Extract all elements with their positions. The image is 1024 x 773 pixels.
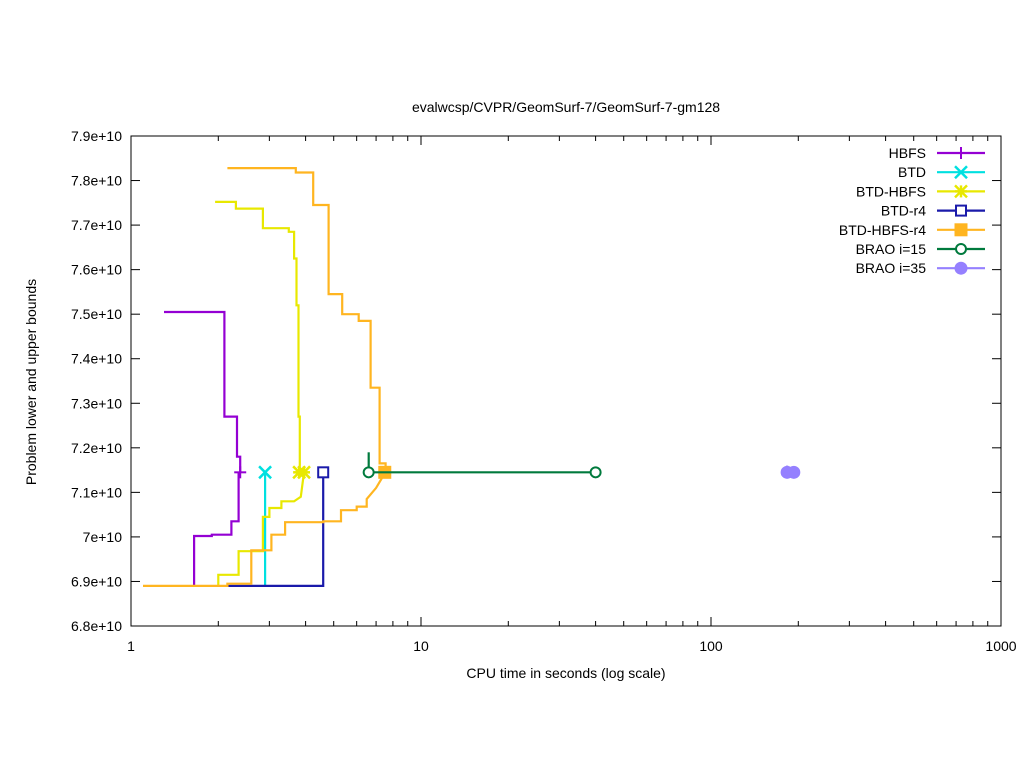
legend-swatch-marker xyxy=(954,184,968,199)
x-tick-label: 1 xyxy=(127,638,135,654)
legend-label: BTD-HBFS-r4 xyxy=(839,222,926,238)
x-axis-label: CPU time in seconds (log scale) xyxy=(466,665,665,681)
series-line-lower xyxy=(227,472,325,588)
series-line-lower xyxy=(217,472,306,586)
y-tick-label: 7.7e+10 xyxy=(71,217,122,233)
y-tick-label: 7.1e+10 xyxy=(71,484,122,500)
data-point-marker xyxy=(234,466,247,479)
plot-area xyxy=(143,167,801,588)
data-point-marker xyxy=(258,465,272,480)
y-tick-label: 7.2e+10 xyxy=(71,440,122,456)
legend: HBFS BTD BTD-HBFS BTD-r4 BTD-HBFS-r4 BRAO i=1… xyxy=(839,145,985,276)
legend-entry: HBFS xyxy=(889,145,985,161)
plot-border xyxy=(130,135,1002,627)
series-btd xyxy=(258,465,272,586)
y-tick-label: 7.8e+10 xyxy=(71,173,122,189)
y-tick-label: 7.3e+10 xyxy=(71,395,122,411)
series-hbfs xyxy=(164,310,247,586)
series-line-upper xyxy=(227,167,387,473)
data-point-marker xyxy=(589,466,602,479)
legend-label: BTD-r4 xyxy=(881,203,926,219)
legend-swatch-marker xyxy=(954,165,968,180)
legend-swatch-marker xyxy=(955,147,967,159)
series-line-lower xyxy=(193,472,240,586)
legend-entry: BTD-HBFS-r4 xyxy=(839,222,985,238)
data-point-marker xyxy=(362,466,375,479)
y-tick-label: 7.9e+10 xyxy=(71,128,122,144)
legend-swatch-marker xyxy=(955,204,967,217)
legend-label: BTD-HBFS xyxy=(856,183,926,199)
x-tick-label: 1000 xyxy=(985,638,1016,654)
series-btd-hbfs-r4 xyxy=(143,167,392,588)
x-tick-label: 10 xyxy=(413,638,429,654)
series-brao-i-35 xyxy=(780,465,801,479)
series-line-upper xyxy=(164,310,242,473)
y-tick-label: 6.8e+10 xyxy=(71,618,122,634)
y-tick-label: 7.6e+10 xyxy=(71,262,122,278)
legend-swatch-marker xyxy=(955,243,967,255)
legend-entry: BTD xyxy=(898,164,985,180)
legend-entry: BRAO i=35 xyxy=(856,260,985,276)
y-tick-label: 7.4e+10 xyxy=(71,351,122,367)
y-tick-label: 7e+10 xyxy=(83,529,123,545)
series-btd-hbfs xyxy=(215,200,311,586)
legend-swatch-marker xyxy=(954,261,968,275)
legend-label: BRAO i=15 xyxy=(856,241,927,257)
axis-ticks: 6.8e+10 6.9e+10 7e+10 7.1e+10 7.2e+10 7.3e+10… xyxy=(71,128,1017,654)
legend-swatch-marker xyxy=(954,223,968,237)
legend-entry: BTD-r4 xyxy=(881,203,985,219)
y-axis-label: Problem lower and upper bounds xyxy=(23,279,39,485)
data-point-marker xyxy=(297,465,311,480)
y-tick-label: 6.9e+10 xyxy=(71,573,122,589)
series-line-upper xyxy=(215,200,301,473)
legend-label: BRAO i=35 xyxy=(856,260,927,276)
legend-entry: BRAO i=15 xyxy=(856,241,985,257)
series-line-lower xyxy=(143,471,386,588)
series-btd-r4 xyxy=(227,466,330,588)
data-point-marker xyxy=(787,465,801,479)
legend-label: BTD xyxy=(898,164,926,180)
legend-entry: BTD-HBFS xyxy=(856,183,985,199)
legend-label: HBFS xyxy=(889,145,926,161)
y-tick-label: 7.5e+10 xyxy=(71,306,122,322)
series-brao-i-15 xyxy=(362,452,602,479)
data-point-marker xyxy=(317,466,330,479)
chart-title: evalwcsp/CVPR/GeomSurf-7/GeomSurf-7-gm12… xyxy=(412,99,720,115)
x-tick-label: 100 xyxy=(699,638,723,654)
